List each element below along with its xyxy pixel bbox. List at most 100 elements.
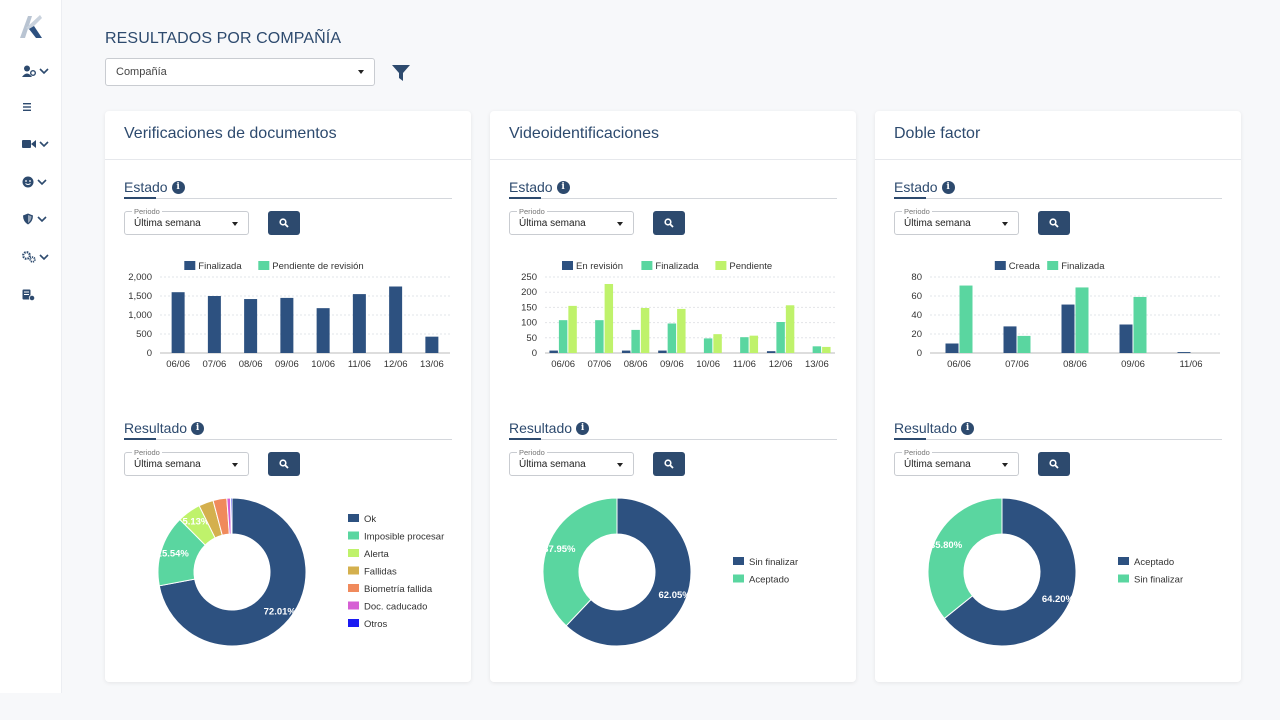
section-label: Estado <box>509 179 553 195</box>
legend-item[interactable]: Aceptado <box>1118 557 1174 568</box>
legend-item[interactable]: Biometría fallida <box>348 584 433 595</box>
bar-Pendiente[interactable] <box>604 283 614 353</box>
legend-item[interactable]: Creada <box>994 261 1041 272</box>
legend-item[interactable]: Alerta <box>348 549 390 560</box>
search-button[interactable] <box>653 211 685 235</box>
sidebar-item-security[interactable] <box>22 208 47 230</box>
bar-Pendiente[interactable] <box>713 334 722 353</box>
bar-Finalizada[interactable] <box>667 323 677 353</box>
info-icon[interactable]: i <box>941 180 955 194</box>
legend-item[interactable]: Ok <box>348 514 376 525</box>
bar-Pendiente[interactable] <box>822 346 831 353</box>
bar-Pendiente[interactable] <box>785 305 795 353</box>
filter-icon[interactable] <box>391 64 411 82</box>
info-icon[interactable]: i <box>556 180 570 194</box>
bar-Finalizada[interactable] <box>1075 287 1089 353</box>
bar-Finalizada[interactable] <box>776 321 785 353</box>
search-button[interactable] <box>653 452 685 476</box>
bar-Finalizada[interactable] <box>558 320 568 353</box>
legend-swatch <box>733 557 744 565</box>
legend-item[interactable]: Finalizada <box>1047 261 1105 272</box>
bar-Finalizada[interactable] <box>389 286 403 354</box>
period-select[interactable]: Periodo Última semana <box>894 448 1019 476</box>
legend-item[interactable]: En revisión <box>562 261 623 272</box>
legend-item[interactable]: Doc. caducado <box>348 601 427 613</box>
bar-Finalizada[interactable] <box>171 292 185 353</box>
bar-En revisión[interactable] <box>658 350 667 353</box>
legend-label: Alerta <box>364 549 390 560</box>
page-title: RESULTADOS POR COMPAÑÍA <box>105 30 342 47</box>
donut-slice-Otros[interactable] <box>230 497 233 535</box>
bar-En revisión[interactable] <box>766 351 776 353</box>
company-select[interactable]: Compañía <box>105 58 375 86</box>
bar-Finalizada[interactable] <box>425 336 439 353</box>
info-icon[interactable]: i <box>171 180 185 194</box>
bar-Creada[interactable] <box>1177 352 1191 353</box>
donut-slice-Sin finalizar[interactable] <box>927 497 1003 620</box>
legend-item[interactable]: Pendiente <box>715 261 772 272</box>
bar-Creada[interactable] <box>945 343 959 354</box>
donut-slice-Sin finalizar[interactable] <box>565 497 692 647</box>
bar-En revisión[interactable] <box>621 350 631 353</box>
sidebar-item-face[interactable] <box>22 171 47 193</box>
bar-Finalizada[interactable] <box>280 297 294 353</box>
search-button[interactable] <box>268 452 300 476</box>
bar-Pendiente[interactable] <box>640 308 650 353</box>
donut-slice-Aceptado[interactable] <box>943 497 1077 647</box>
bar-Finalizada[interactable] <box>1133 296 1147 353</box>
period-select[interactable]: Periodo Última semana <box>894 207 1019 235</box>
bar-Finalizada[interactable] <box>740 337 749 353</box>
info-icon[interactable]: i <box>576 421 590 435</box>
bar-Pendiente[interactable] <box>677 308 686 353</box>
period-select[interactable]: Periodo Última semana <box>124 207 249 235</box>
legend-item[interactable]: Otros <box>348 619 387 630</box>
legend-item[interactable]: Aceptado <box>733 574 789 586</box>
period-select[interactable]: Periodo Última semana <box>124 448 249 476</box>
sidebar-item-users[interactable] <box>22 60 49 82</box>
search-icon <box>664 459 674 469</box>
period-select[interactable]: Periodo Última semana <box>509 207 634 235</box>
bar-Finalizada[interactable] <box>959 285 973 353</box>
bar-Finalizada[interactable] <box>352 294 366 353</box>
legend-item[interactable]: Imposible procesar <box>348 531 444 543</box>
sidebar-item-video[interactable] <box>22 133 49 155</box>
legend-item[interactable]: Fallidas <box>348 566 397 578</box>
legend-item[interactable]: Sin finalizar <box>1118 574 1183 586</box>
bar-Pendiente[interactable] <box>749 335 759 353</box>
app-logo[interactable] <box>18 12 44 40</box>
donut-slice-Ok[interactable] <box>158 497 307 647</box>
bar-Creada[interactable] <box>1119 324 1133 354</box>
bar-Finalizada[interactable] <box>1017 335 1031 353</box>
bar-Finalizada[interactable] <box>812 346 822 353</box>
bar-Finalizada[interactable] <box>207 296 221 353</box>
sidebar-item-documents[interactable] <box>22 284 35 306</box>
info-icon[interactable]: i <box>961 421 975 435</box>
bar-Finalizada[interactable] <box>595 320 604 353</box>
bar-Finalizada[interactable] <box>244 299 258 353</box>
search-button[interactable] <box>1038 452 1070 476</box>
period-label: Periodo <box>132 207 162 216</box>
legend-swatch <box>562 261 573 270</box>
bar-En revisión[interactable] <box>549 350 558 353</box>
section-underline <box>124 438 452 440</box>
info-icon[interactable]: i <box>191 421 205 435</box>
donut-slice-Aceptado[interactable] <box>542 497 618 627</box>
sidebar-item-list[interactable] <box>22 96 34 118</box>
legend-item[interactable]: Pendiente de revisión <box>258 261 364 272</box>
search-button[interactable] <box>268 211 300 235</box>
bar-Finalizada[interactable] <box>316 308 330 353</box>
period-select[interactable]: Periodo Última semana <box>509 448 634 476</box>
x-tick-label: 09/06 <box>275 359 299 370</box>
search-button[interactable] <box>1038 211 1070 235</box>
legend-item[interactable]: Finalizada <box>184 261 242 272</box>
bar-Creada[interactable] <box>1061 304 1075 353</box>
bar-Pendiente[interactable] <box>568 305 577 353</box>
legend-item[interactable]: Sin finalizar <box>733 557 798 568</box>
bar-Creada[interactable] <box>1003 326 1017 353</box>
bar-Finalizada[interactable] <box>703 338 713 353</box>
bar-Finalizada[interactable] <box>631 329 640 353</box>
legend-item[interactable]: Finalizada <box>641 261 699 272</box>
sidebar-item-settings[interactable] <box>22 246 49 268</box>
x-tick-label: 06/06 <box>947 359 971 370</box>
card-title: Doble factor <box>894 125 981 142</box>
